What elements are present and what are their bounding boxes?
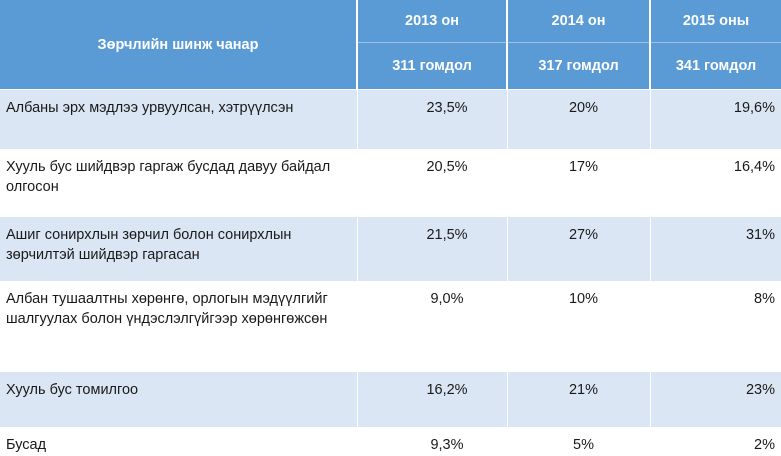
header-year-2014: 2014 он [507, 0, 651, 43]
row-label: Хууль бус томилгоо [0, 371, 358, 427]
table-row: Хууль бус томилгоо 16,2% 21% 23% [0, 371, 781, 427]
cell-2014: 21% [507, 371, 651, 427]
cell-2014: 20% [507, 89, 651, 149]
cell-2013: 23,5% [357, 89, 508, 149]
cell-2013: 21,5% [357, 216, 508, 281]
table-row: Хууль бус шийдвэр гаргаж бусдад давуу ба… [0, 148, 781, 217]
row-label: Албан тушаалтны хөрөнгө, орлогын мэдүүлг… [0, 280, 358, 372]
cell-2014: 27% [507, 216, 651, 281]
table-body: Албаны эрх мэдлээ урвуулсан, хэтрүүлсэн … [0, 89, 781, 456]
table-row: Албаны эрх мэдлээ урвуулсан, хэтрүүлсэн … [0, 89, 781, 149]
table-row: Ашиг сонирхлын зөрчил болон сонирхлын зө… [0, 216, 781, 281]
cell-2014: 10% [507, 280, 651, 372]
table-row: Бусад 9,3% 5% 2% [0, 426, 781, 456]
cell-2015: 19,6% [650, 89, 781, 149]
header-count-2013: 311 гомдол [357, 42, 508, 90]
cell-2013: 16,2% [357, 371, 508, 427]
row-label: Албаны эрх мэдлээ урвуулсан, хэтрүүлсэн [0, 89, 358, 149]
cell-2013: 20,5% [357, 148, 508, 217]
cell-2013: 9,0% [357, 280, 508, 372]
table-header: Зөрчлийн шинж чанар 2013 он 2014 он 2015… [0, 0, 781, 90]
row-label: Бусад [0, 426, 358, 456]
cell-2015: 8% [650, 280, 781, 372]
cell-2014: 5% [507, 426, 651, 456]
cell-2015: 31% [650, 216, 781, 281]
row-label: Хууль бус шийдвэр гаргаж бусдад давуу ба… [0, 148, 358, 217]
cell-2013: 9,3% [357, 426, 508, 456]
header-count-2014: 317 гомдол [507, 42, 651, 90]
row-label: Ашиг сонирхлын зөрчил болон сонирхлын зө… [0, 216, 358, 281]
cell-2014: 17% [507, 148, 651, 217]
cell-2015: 16,4% [650, 148, 781, 217]
header-label: Зөрчлийн шинж чанар [0, 0, 358, 90]
header-year-2013: 2013 он [357, 0, 508, 43]
cell-2015: 23% [650, 371, 781, 427]
cell-2015: 2% [650, 426, 781, 456]
table-row: Албан тушаалтны хөрөнгө, орлогын мэдүүлг… [0, 280, 781, 372]
header-count-2015: 341 гомдол [650, 42, 781, 90]
header-year-2015: 2015 оны [650, 0, 781, 43]
